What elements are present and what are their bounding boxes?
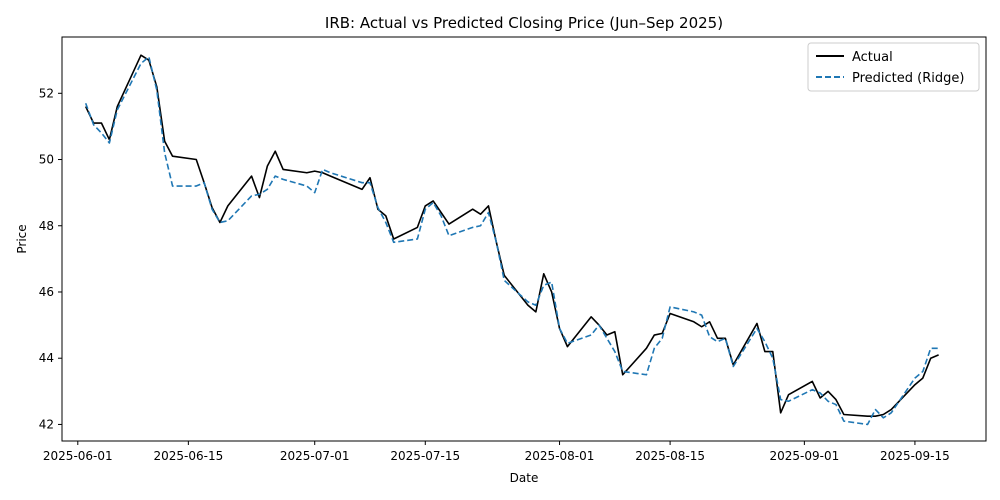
x-tick-label: 2025-08-15	[635, 449, 705, 463]
y-tick-label: 42	[39, 417, 54, 431]
legend-box	[807, 42, 980, 92]
y-tick-label: 48	[39, 219, 54, 233]
y-tick-label: 46	[39, 285, 54, 299]
legend: Actual Predicted (Ridge)	[807, 42, 980, 92]
y-axis: 42 44 46 48 50 52	[39, 86, 62, 431]
predicted-series-line	[84, 56, 939, 426]
y-tick-label: 44	[39, 351, 54, 365]
x-tick-label: 2025-06-15	[153, 449, 223, 463]
plot-area	[84, 54, 939, 426]
x-tick-label: 2025-09-01	[769, 449, 839, 463]
x-tick-label: 2025-08-01	[525, 449, 595, 463]
y-tick-label: 52	[39, 86, 54, 100]
plot-frame	[61, 36, 987, 442]
x-axis-label: Date	[510, 471, 539, 485]
x-tick-label: 2025-09-15	[880, 449, 950, 463]
x-tick-label: 2025-07-15	[390, 449, 460, 463]
y-axis-label: Price	[15, 224, 29, 253]
x-tick-label: 2025-06-01	[43, 449, 113, 463]
legend-actual-label: Actual	[852, 50, 893, 65]
legend-predicted-label: Predicted (Ridge)	[852, 71, 964, 86]
x-tick-label: 2025-07-01	[280, 449, 350, 463]
x-axis: 2025-06-01 2025-06-15 2025-07-01 2025-07-15…	[43, 441, 950, 463]
y-tick-label: 50	[39, 153, 54, 167]
chart-title: IRB: Actual vs Predicted Closing Price (…	[325, 14, 723, 32]
